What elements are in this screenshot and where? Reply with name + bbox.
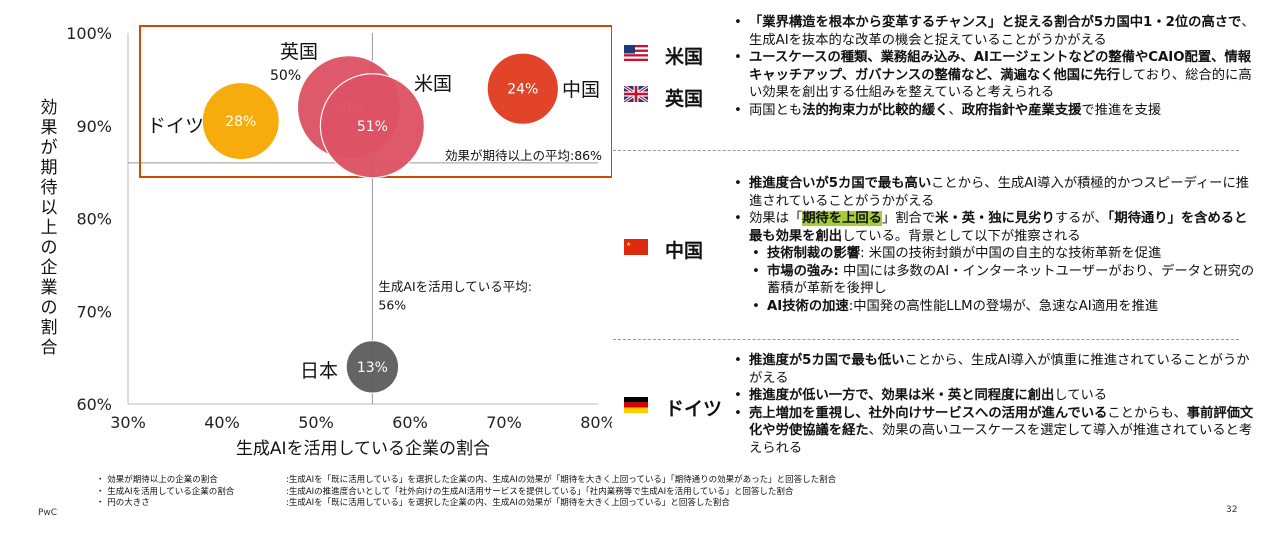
x-tick-label: 50% <box>298 413 334 432</box>
y-tick-label: 100% <box>66 24 112 43</box>
right-panel: 米国 英国 「業界構造を根本から変革するチャンス」と捉える割合が5カ国中1・2位… <box>615 0 1269 470</box>
avg-x-label-line1: 生成AIを活用している平均: <box>378 279 532 294</box>
x-tick-label: 30% <box>110 413 146 432</box>
x-tick-label: 40% <box>204 413 240 432</box>
y-axis-label-char: 業 <box>40 278 58 298</box>
bubble-中国 <box>486 52 560 125</box>
uk-value-label: 50% <box>270 68 301 84</box>
list-item: 売上増加を重視し、社外向けサービスへの活用が進んでいることからも、事前評価文化や… <box>731 405 1255 458</box>
country-label-cn: 中国 <box>562 79 600 101</box>
y-axis-label-char: 企 <box>40 258 58 278</box>
x-tick-label: 80% <box>580 413 612 432</box>
y-axis-label-char: 効 <box>40 98 58 118</box>
list-item: 技術制裁の影響: 米国の技術封鎖が中国の自主的な技術革新を促進 <box>749 245 1255 263</box>
list-item: 両国とも法的拘束力が比較的緩く、政府指針や産業支援で推進を支援 <box>731 102 1255 120</box>
y-axis-label-char: 以 <box>40 198 58 218</box>
bubble-value-label: 51% <box>357 119 388 135</box>
germany-flag-icon <box>624 397 648 413</box>
bubble-value-label: 24% <box>507 82 538 98</box>
y-axis-label-char: 合 <box>40 338 58 358</box>
y-tick-label: 90% <box>76 117 112 136</box>
y-axis-label-char: 上 <box>40 218 58 238</box>
country-label-uk: 英国 <box>665 88 704 110</box>
us-flag-icon <box>624 45 648 61</box>
page-number: 32 <box>1226 505 1238 515</box>
list-item: 市場の強み: 中国には多数のAI・インターネットユーザーがおり、データと研究の蓄… <box>749 263 1255 298</box>
y-tick-label: 70% <box>76 302 112 321</box>
country-label-jp: 日本 <box>300 360 338 382</box>
list-item: ユースケースの種類、業務組み込み、AIエージェントなどの整備やCAIO配置、情報… <box>731 49 1255 102</box>
germany-bullets: 推進度が5カ国で最も低いことから、生成AI導入が慎重に推進されていることがうかが… <box>731 352 1255 457</box>
bubble-value-label: 13% <box>357 360 388 376</box>
china-bullets: 推進度合いが5カ国で最も高いことから、生成AI導入が積極的かつスピーディーに推進… <box>731 175 1255 315</box>
y-axis-label-char: 期 <box>40 158 58 178</box>
y-axis-label-char: 割 <box>40 318 58 338</box>
y-tick-label: 60% <box>76 395 112 414</box>
avg-y-label: 効果が期待以上の平均:86% <box>445 148 602 163</box>
y-axis-label-char: の <box>40 298 58 318</box>
svg-text:★: ★ <box>626 241 631 248</box>
x-tick-label: 60% <box>392 413 428 432</box>
bubble-chart: 30% 40% 50% 60% 70% 80% 60% 70% 80% 90% 100% 生成AIを活… <box>66 24 612 459</box>
us-uk-bullets: 「業界構造を根本から変革するチャンス」と捉える割合が5カ国中1・2位の高さで、生… <box>731 14 1255 119</box>
y-axis-label-char: 果 <box>40 118 58 138</box>
country-label-uk: 英国 <box>280 41 318 63</box>
list-item: 「業界構造を根本から変革するチャンス」と捉える割合が5カ国中1・2位の高さで、生… <box>731 14 1255 49</box>
bubble-ドイツ <box>201 81 280 161</box>
y-tick-label: 80% <box>76 210 112 229</box>
country-label-us: 米国 <box>414 73 452 95</box>
bubble-value-label: 28% <box>225 114 256 130</box>
bubble-米国 <box>319 73 425 179</box>
section-divider <box>613 339 1239 340</box>
y-axis-label-char: 待 <box>40 178 58 198</box>
bubble-日本 <box>345 340 400 394</box>
country-label-germany: ドイツ <box>665 398 723 420</box>
list-item: 推進度が5カ国で最も低いことから、生成AI導入が慎重に推進されていることがうかが… <box>731 352 1255 387</box>
country-label-de: ドイツ <box>147 115 204 137</box>
list-item: 推進度が低い一方で、効果は米・英と同程度に創出している <box>731 387 1255 405</box>
x-tick-label: 70% <box>486 413 522 432</box>
country-label-china: 中国 <box>665 240 704 262</box>
china-flag-icon: ★ <box>624 239 648 255</box>
y-axis-label-char: が <box>40 138 58 158</box>
country-label-us: 米国 <box>665 46 704 68</box>
x-axis-label: 生成AIを活用している企業の割合 <box>236 439 490 459</box>
uk-flag-icon <box>623 84 649 104</box>
list-item: 推進度合いが5カ国で最も高いことから、生成AI導入が積極的かつスピーディーに推進… <box>731 175 1255 210</box>
section-divider <box>613 150 1239 151</box>
brand-label: PwC <box>38 508 58 518</box>
y-axis-label-char: の <box>40 238 58 258</box>
list-item: 効果は「期待を上回る」割合で米・英・独に見劣りするが、「期待通り」を含めると最も… <box>731 210 1255 315</box>
list-item: AI技術の加速:中国発の高性能LLMの登場が、急速なAI適用を推進 <box>749 298 1255 316</box>
avg-x-label-line2: 56% <box>378 297 406 312</box>
y-axis-label: 効果が期待以上の企業の割合 <box>36 98 62 358</box>
